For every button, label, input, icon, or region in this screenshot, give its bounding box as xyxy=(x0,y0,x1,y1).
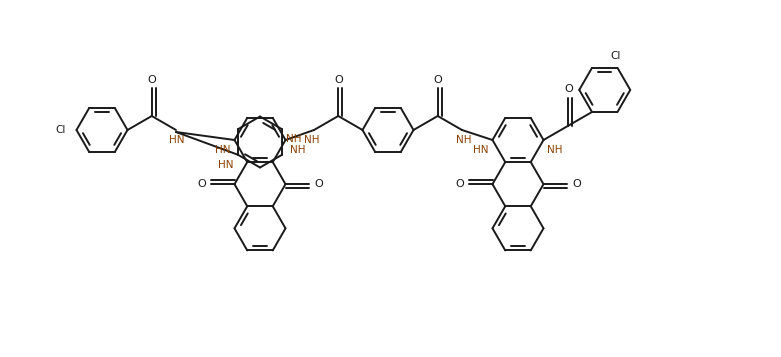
Text: NH: NH xyxy=(290,145,305,155)
Text: NH: NH xyxy=(286,134,301,144)
Text: NH: NH xyxy=(547,145,563,155)
Text: Cl: Cl xyxy=(55,125,66,135)
Text: O: O xyxy=(565,84,573,94)
Text: HN: HN xyxy=(169,135,185,145)
Text: O: O xyxy=(198,179,206,189)
Text: O: O xyxy=(572,179,581,189)
Text: NH: NH xyxy=(456,135,472,145)
Text: HN: HN xyxy=(219,160,234,170)
Text: HN: HN xyxy=(215,145,230,155)
Text: HN: HN xyxy=(473,145,488,155)
Text: O: O xyxy=(333,75,343,85)
Text: O: O xyxy=(314,179,323,189)
Text: O: O xyxy=(148,75,156,85)
Text: Cl: Cl xyxy=(610,51,621,61)
Text: O: O xyxy=(455,179,464,189)
Text: NH: NH xyxy=(305,135,319,145)
Text: O: O xyxy=(433,75,442,85)
